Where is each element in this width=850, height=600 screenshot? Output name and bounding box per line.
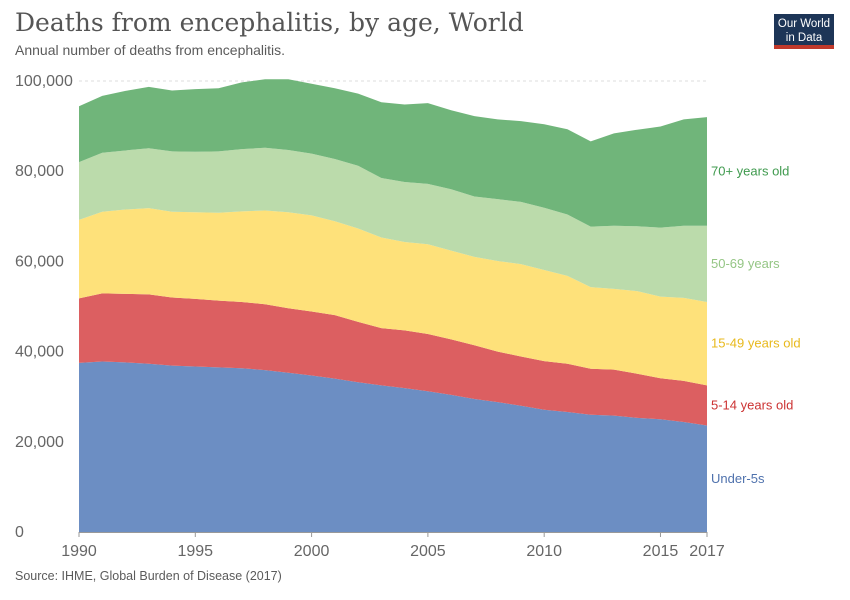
owid-logo[interactable]: Our World in Data xyxy=(774,14,834,49)
y-tick-label: 0 xyxy=(15,524,24,541)
chart-title: Deaths from encephalitis, by age, World xyxy=(15,8,524,37)
x-tick-label: 2017 xyxy=(689,543,725,560)
chart-subtitle: Annual number of deaths from encephaliti… xyxy=(15,42,286,58)
series-label-age50_69: 50-69 years xyxy=(711,256,780,271)
series-label-age70: 70+ years old xyxy=(711,163,789,178)
source-note[interactable]: Source: IHME, Global Burden of Disease (… xyxy=(15,569,282,583)
series-label-layer: Under-5s 5-14 years old 15-49 years old 50-… xyxy=(711,163,801,485)
area-age5_14[interactable] xyxy=(79,293,707,426)
y-tick-label: 100,000 xyxy=(15,73,73,90)
x-tick-label: 2010 xyxy=(526,543,562,560)
series-label-age5_14: 5-14 years old xyxy=(711,397,793,412)
axis-layer: 0 20,000 40,000 60,000 80,000 100,000 1990 1995… xyxy=(15,73,725,560)
area-age70[interactable] xyxy=(79,79,707,228)
x-tick-label: 1995 xyxy=(177,543,213,560)
area-under5[interactable] xyxy=(79,361,707,532)
x-tick-label: 2000 xyxy=(294,543,330,560)
area-age15_49[interactable] xyxy=(79,208,707,386)
y-tick-label: 20,000 xyxy=(15,434,64,451)
series-label-age15_49: 15-49 years old xyxy=(711,336,801,351)
area-layer xyxy=(79,79,707,532)
x-tick-label: 2005 xyxy=(410,543,446,560)
area-age50_69[interactable] xyxy=(79,147,707,302)
x-tick-label: 2015 xyxy=(643,543,679,560)
y-tick-label: 60,000 xyxy=(15,253,64,270)
x-tick-label: 1990 xyxy=(61,543,97,560)
logo-line-2: in Data xyxy=(785,32,823,44)
y-tick-label: 80,000 xyxy=(15,163,64,180)
logo-accent-bar xyxy=(774,45,834,49)
y-tick-label: 40,000 xyxy=(15,344,64,361)
series-label-under5: Under-5s xyxy=(711,471,765,486)
logo-line-1: Our World xyxy=(777,18,831,30)
